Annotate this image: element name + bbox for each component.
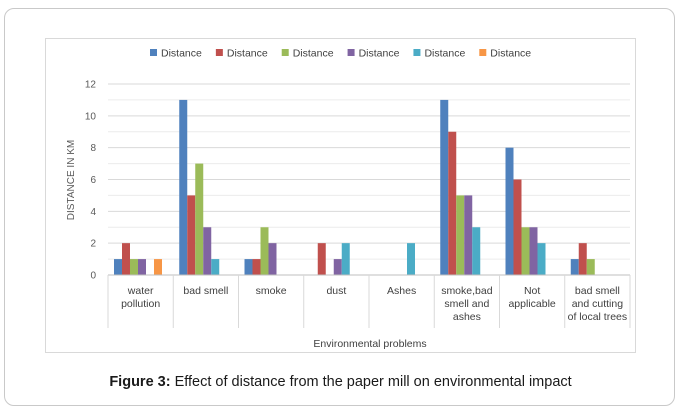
y-tick-label: 2	[90, 239, 96, 250]
bar	[537, 243, 546, 275]
bar	[513, 179, 522, 275]
legend-label: Distance	[424, 48, 465, 60]
bar	[179, 99, 188, 276]
legend-label: Distance	[161, 48, 202, 60]
bar	[440, 99, 449, 276]
y-tick-label: 6	[90, 175, 96, 186]
bar	[203, 227, 212, 275]
y-tick-label: 8	[90, 143, 96, 154]
x-tick-label: applicable	[508, 298, 555, 310]
bar	[570, 259, 579, 275]
bar	[244, 259, 253, 275]
legend-label: Distance	[359, 48, 400, 60]
bar	[578, 243, 587, 275]
x-tick-label: Ashes	[387, 285, 416, 297]
bar	[333, 259, 342, 275]
bar	[521, 227, 530, 275]
bar	[586, 259, 595, 275]
bar	[472, 227, 481, 275]
figure-caption-label: Figure 3:	[109, 374, 171, 390]
bar	[260, 227, 269, 275]
bar	[268, 243, 277, 275]
bar	[456, 195, 465, 275]
bar	[154, 259, 162, 275]
x-tick-label: ashes	[453, 311, 481, 323]
figure-caption: Figure 3: Effect of distance from the pa…	[0, 374, 681, 390]
y-tick-label: 10	[85, 111, 97, 122]
legend-swatch	[347, 49, 355, 56]
legend-label: Distance	[490, 48, 531, 60]
legend-label: Distance	[227, 48, 268, 60]
bar	[252, 259, 261, 275]
bar	[448, 131, 457, 275]
x-tick-label: bad smell	[183, 285, 228, 297]
y-tick-label: 4	[90, 207, 96, 218]
bar	[505, 147, 514, 275]
legend-swatch	[215, 49, 223, 56]
bar	[130, 259, 138, 275]
bar	[138, 259, 146, 275]
bar	[195, 163, 204, 275]
bar	[341, 243, 350, 275]
x-tick-label: and cutting	[572, 298, 624, 310]
x-tick-label: smoke,bad	[441, 285, 493, 297]
figure-caption-text: Effect of distance from the paper mill o…	[170, 374, 572, 390]
bar	[464, 195, 473, 275]
bar	[529, 227, 538, 275]
x-tick-label: Not	[524, 285, 540, 297]
x-tick-label: water	[127, 285, 154, 297]
x-axis-title: Environmental problems	[313, 338, 426, 350]
x-tick-label: bad smell	[575, 285, 620, 297]
y-tick-label: 12	[85, 80, 97, 91]
legend-label: Distance	[293, 48, 334, 60]
x-tick-label: smoke	[256, 285, 287, 297]
y-tick-label: 0	[90, 271, 96, 282]
bar	[187, 195, 196, 275]
legend-swatch	[150, 49, 157, 56]
x-tick-label: dust	[326, 285, 346, 297]
legend-swatch	[479, 49, 487, 56]
bar	[211, 259, 220, 275]
legend-swatch	[281, 49, 289, 56]
x-tick-label: smell and	[444, 298, 489, 310]
x-tick-label: of local trees	[568, 311, 628, 323]
bar	[114, 259, 122, 275]
bar	[407, 243, 415, 275]
bar	[317, 243, 326, 275]
y-axis-title: DISTANCE IN KM	[66, 140, 77, 220]
x-tick-label: pollution	[121, 298, 160, 310]
legend-swatch	[413, 49, 421, 56]
bar	[122, 243, 130, 275]
